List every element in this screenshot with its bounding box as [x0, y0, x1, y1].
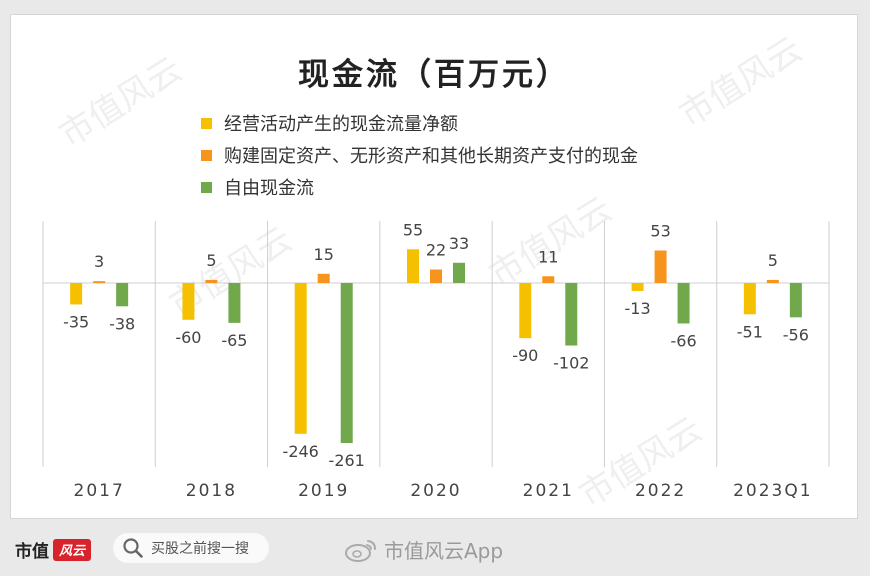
legend-label: 购建固定资产、无形资产和其他长期资产支付的现金: [224, 146, 638, 167]
data-label: -51: [737, 322, 763, 341]
brand-logo: 市值 风云: [15, 537, 91, 562]
bar: [340, 283, 353, 443]
brand-mark: 风云: [53, 538, 91, 561]
data-label: -35: [63, 312, 89, 331]
x-tick-label: 2020: [410, 481, 461, 501]
x-tick-label: 2018: [186, 481, 237, 501]
search-box[interactable]: 买股之前搜一搜: [113, 533, 269, 563]
bar: [205, 279, 218, 283]
legend-label: 经营活动产生的现金流量净额: [224, 114, 458, 135]
data-label: -56: [783, 325, 809, 344]
bar: [294, 283, 307, 434]
data-label: 55: [403, 220, 423, 239]
data-label: 5: [768, 251, 778, 270]
x-tick-label: 2021: [523, 481, 574, 501]
data-label: -60: [175, 328, 201, 347]
data-label: -13: [625, 299, 651, 318]
legend-item-fcf: 自由现金流: [201, 171, 638, 203]
data-label: 5: [206, 251, 216, 270]
search-icon: [123, 538, 143, 558]
chart-title: 现金流（百万元）: [298, 57, 570, 93]
chart-plot-area: -35 -60 -246 55 -90 -13 -51 3 5 15 22 11 53 5 -38 -65 -2…: [42, 220, 830, 501]
bar: [631, 283, 644, 291]
search-placeholder: 买股之前搜一搜: [151, 541, 249, 557]
bar: [93, 281, 106, 283]
bar: [677, 283, 690, 324]
bar: [519, 283, 532, 339]
data-label: -38: [109, 314, 135, 333]
bar: [70, 283, 83, 305]
legend-item-capex: 购建固定资产、无形资产和其他长期资产支付的现金: [201, 139, 638, 171]
chart-legend: 经营活动产生的现金流量净额 购建固定资产、无形资产和其他长期资产支付的现金 自由…: [201, 107, 638, 203]
data-label: 33: [449, 234, 469, 253]
data-label: 53: [650, 222, 670, 241]
brand-name: 市值: [15, 542, 49, 562]
bar: [789, 283, 802, 318]
legend-label: 自由现金流: [224, 178, 314, 199]
data-label: 15: [314, 245, 334, 264]
data-label: -65: [221, 331, 247, 350]
data-label: 3: [94, 252, 104, 271]
bar: [182, 283, 195, 320]
legend-item-operating: 经营活动产生的现金流量净额: [201, 107, 638, 139]
data-label: -246: [283, 442, 319, 461]
data-label: 11: [538, 247, 558, 266]
bar: [317, 273, 330, 283]
source-credit: 市值风云App: [344, 535, 503, 564]
bar: [542, 276, 555, 283]
bar: [407, 249, 419, 283]
legend-swatch: [201, 117, 212, 129]
x-tick-label: 2023Q1: [733, 481, 812, 501]
legend-swatch: [201, 149, 212, 161]
data-label: -90: [512, 346, 538, 365]
x-tick-label: 2017: [74, 481, 125, 501]
data-label: 22: [426, 241, 446, 260]
data-label: -66: [671, 331, 697, 350]
bar: [453, 262, 465, 283]
credit-text: 市值风云App: [384, 539, 504, 563]
bar: [743, 283, 756, 315]
data-label: -102: [553, 354, 589, 373]
bar: [228, 283, 241, 323]
bar: [565, 283, 578, 346]
bar: [654, 250, 667, 283]
data-label: -261: [329, 451, 365, 470]
x-tick-label: 2019: [298, 481, 349, 501]
bar: [766, 279, 779, 283]
bar: [116, 283, 129, 307]
chart-card: 市值风云 市值风云 市值风云 市值风云 市值风云 现金流（百万元） 经营活动产生…: [10, 14, 858, 519]
legend-swatch: [201, 181, 212, 193]
footer-bar: 市值 风云 买股之前搜一搜 市值风云App: [0, 521, 870, 576]
x-tick-label: 2022: [635, 481, 686, 501]
bar: [430, 269, 442, 283]
weibo-icon: [345, 539, 376, 562]
